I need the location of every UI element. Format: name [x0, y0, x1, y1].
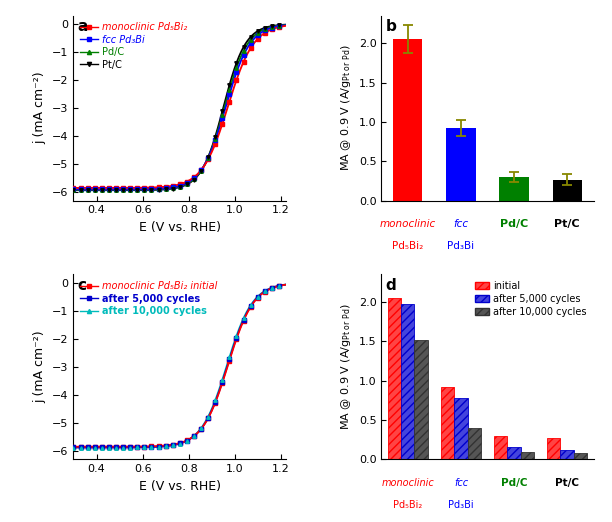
Bar — [401, 304, 414, 459]
Bar — [494, 436, 507, 459]
Text: Pd₅Bi₂: Pd₅Bi₂ — [394, 500, 422, 510]
Text: Pt/C: Pt/C — [555, 478, 579, 488]
Y-axis label: MA @ 0.9 V (A/g$_\mathrm{Pt\ or\ Pd}$): MA @ 0.9 V (A/g$_\mathrm{Pt\ or\ Pd}$) — [339, 45, 353, 172]
Text: Pd₃Bi: Pd₃Bi — [448, 500, 474, 510]
Text: Pd/C: Pd/C — [500, 219, 528, 229]
Bar — [388, 298, 401, 459]
Bar — [414, 340, 428, 459]
Bar — [553, 180, 581, 200]
Bar — [561, 450, 573, 459]
Text: d: d — [386, 278, 397, 293]
Text: Pd/C: Pd/C — [501, 478, 528, 488]
Bar — [547, 438, 561, 459]
Bar — [521, 452, 534, 459]
Bar — [394, 39, 422, 200]
Text: fcc: fcc — [454, 478, 468, 488]
Text: a: a — [78, 19, 88, 34]
Bar — [573, 453, 587, 459]
Bar — [446, 128, 476, 200]
Bar — [499, 177, 529, 200]
Bar — [468, 428, 481, 459]
Text: monoclinic: monoclinic — [381, 478, 435, 488]
Bar — [507, 447, 521, 459]
X-axis label: E (V vs. RHE): E (V vs. RHE) — [138, 221, 220, 234]
Y-axis label: MA @ 0.9 V (A/g$_\mathrm{Pt\ or\ Pd}$): MA @ 0.9 V (A/g$_\mathrm{Pt\ or\ Pd}$) — [339, 303, 353, 430]
Text: c: c — [78, 278, 87, 293]
Legend: monoclinic Pd₅Bi₂, fcc Pd₃Bi, Pd/C, Pt/C: monoclinic Pd₅Bi₂, fcc Pd₃Bi, Pd/C, Pt/C — [78, 20, 189, 72]
Bar — [441, 387, 454, 459]
Text: b: b — [386, 19, 397, 34]
Legend: monoclinic Pd₅Bi₂ initial, after 5,000 cycles, after 10,000 cycles: monoclinic Pd₅Bi₂ initial, after 5,000 c… — [78, 279, 219, 318]
Text: monoclinic: monoclinic — [379, 219, 436, 229]
Legend: initial, after 5,000 cycles, after 10,000 cycles: initial, after 5,000 cycles, after 10,00… — [473, 279, 589, 319]
Text: Pd₃Bi: Pd₃Bi — [447, 241, 474, 251]
Bar — [454, 398, 468, 459]
Text: fcc: fcc — [453, 219, 469, 229]
Text: Pt/C: Pt/C — [554, 219, 580, 229]
X-axis label: E (V vs. RHE): E (V vs. RHE) — [138, 480, 220, 493]
Y-axis label: j (mA cm⁻²): j (mA cm⁻²) — [34, 330, 47, 403]
Y-axis label: j (mA cm⁻²): j (mA cm⁻²) — [34, 72, 47, 145]
Text: Pd₅Bi₂: Pd₅Bi₂ — [392, 241, 424, 251]
